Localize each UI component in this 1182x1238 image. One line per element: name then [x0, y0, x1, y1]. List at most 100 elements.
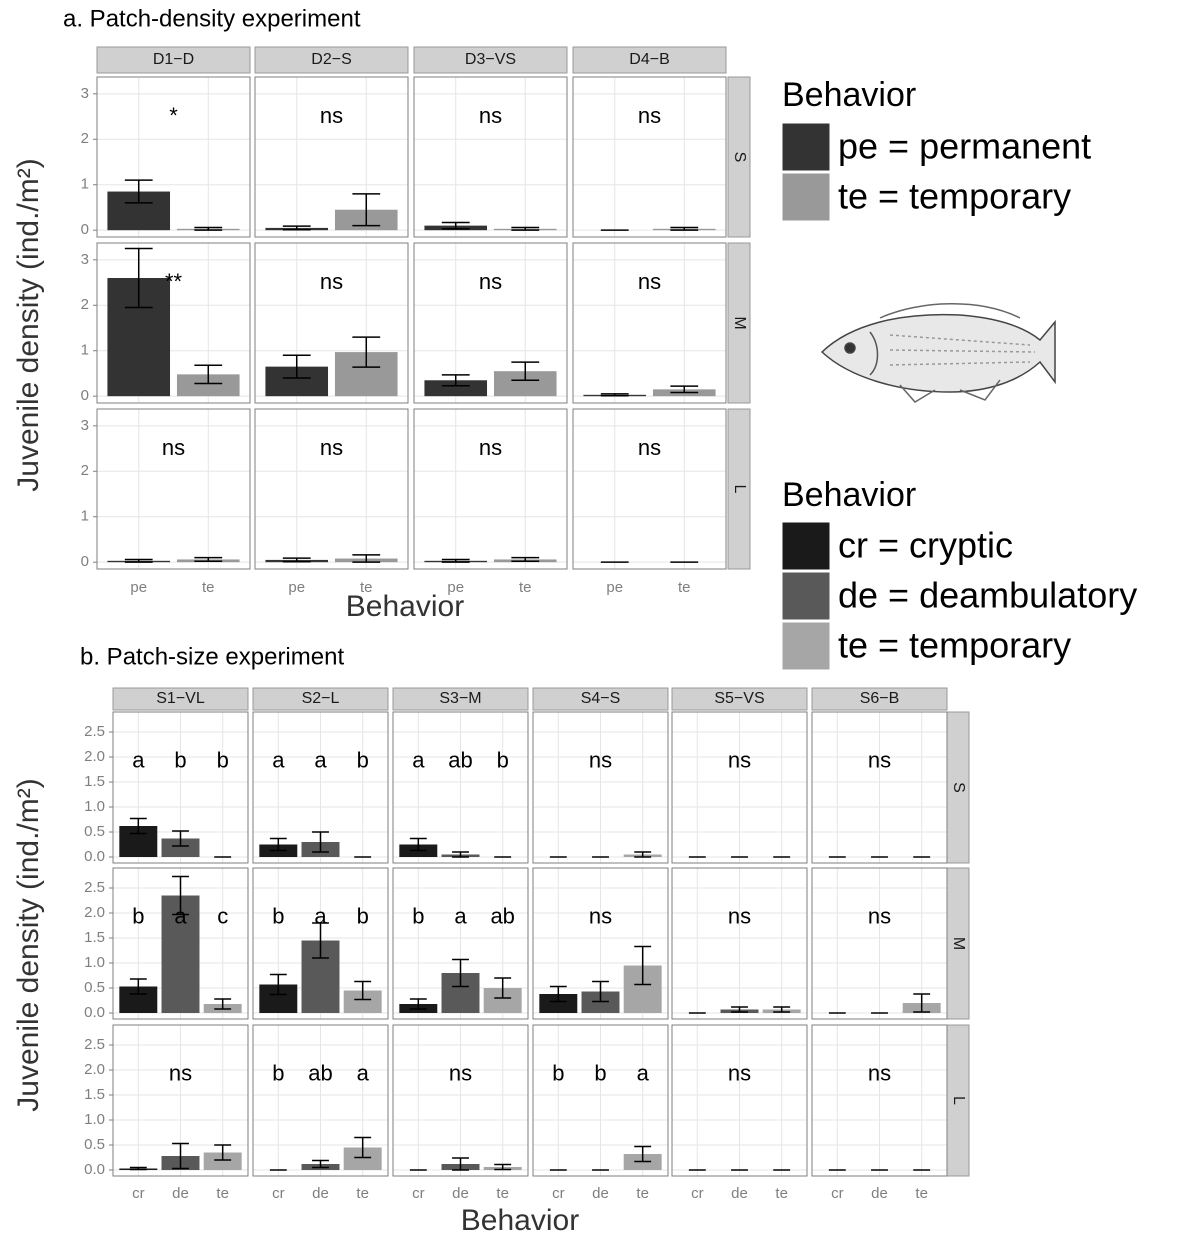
panel [573, 409, 726, 569]
x-tick-label: cr [412, 1185, 425, 1202]
panel [573, 243, 726, 403]
facet-strip [727, 76, 751, 238]
x-tick-label: cr [272, 1185, 285, 1202]
legend-title: Behavior [782, 476, 916, 514]
x-tick-label: pe [130, 579, 147, 596]
significance-label: ns [728, 904, 751, 929]
panel-border [532, 867, 669, 1020]
fish-illustration [820, 303, 1056, 403]
y-tick-label: 1.5 [84, 929, 105, 946]
y-tick-label: 0 [81, 221, 89, 238]
facet-strip-label: D3−VS [465, 51, 516, 68]
significance-label: ab [490, 904, 514, 929]
facet-strip [532, 687, 669, 711]
y-tick-label: 2.5 [84, 723, 105, 740]
y-tick-label: 1.5 [84, 773, 105, 790]
bar [343, 1147, 382, 1170]
panel-border [392, 1024, 529, 1177]
error-bar [511, 361, 540, 382]
x-tick-label: te [356, 1185, 369, 1202]
panel [255, 409, 408, 569]
x-tick-label: de [592, 1185, 609, 1202]
legend-swatch [781, 521, 831, 571]
y-tick-label: 0.0 [84, 1161, 105, 1178]
panel [414, 409, 567, 569]
chart-title: a. Patch-density experiment [63, 5, 361, 32]
y-tick-label: 2.5 [84, 1036, 105, 1053]
x-tick-label: te [519, 579, 532, 596]
x-tick-label: cr [831, 1185, 844, 1202]
panel-border [254, 408, 409, 570]
panel-border [811, 867, 948, 1020]
error-bar [549, 985, 567, 1003]
facet-strip [811, 687, 948, 711]
x-tick-label: cr [552, 1185, 565, 1202]
error-bar [600, 393, 629, 397]
panel-border [532, 1024, 669, 1177]
significance-label: ns [479, 103, 502, 128]
panel [573, 77, 726, 237]
significance-label: b [174, 748, 186, 773]
facet-strip-label: S [731, 152, 748, 163]
significance-label: b [594, 1061, 606, 1086]
error-bar [312, 831, 329, 853]
significance-label: ns [868, 1061, 891, 1086]
error-bar [409, 837, 427, 852]
significance-label: a [412, 748, 425, 773]
significance-label: ns [638, 103, 661, 128]
error-bar [352, 554, 381, 563]
y-tick-label: 0.0 [84, 1004, 105, 1021]
panel-border [811, 711, 948, 864]
bar [424, 380, 488, 397]
significance-label: a [272, 748, 285, 773]
x-tick-label: pe [447, 579, 464, 596]
error-bar [129, 1166, 147, 1171]
x-tick-label: pe [288, 579, 305, 596]
panel-border [254, 76, 409, 238]
y-tick-label: 1 [81, 508, 89, 525]
error-bar [634, 1145, 652, 1163]
significance-label: b [412, 904, 424, 929]
error-bar [441, 374, 470, 387]
significance-label: ns [589, 904, 612, 929]
error-bar [352, 193, 381, 227]
x-tick-label: te [915, 1185, 928, 1202]
facet-strip [572, 46, 727, 74]
error-bar [172, 1142, 189, 1170]
error-bar [172, 830, 189, 847]
error-bar [441, 221, 470, 230]
error-bar [354, 1136, 372, 1159]
significance-label: a [637, 1061, 650, 1086]
legend-swatch [781, 571, 831, 621]
facet-strip-label: L [731, 485, 748, 494]
panel-border [392, 867, 529, 1020]
x-tick-label: de [312, 1185, 329, 1202]
error-bar [214, 1144, 232, 1161]
facet-strip-label: S1−VL [156, 690, 205, 707]
y-tick-label: 0.0 [84, 848, 105, 865]
y-tick-label: 2.0 [84, 904, 105, 921]
legend-title: Behavior [782, 76, 916, 114]
error-bar [172, 875, 189, 916]
legend-label: te = temporary [838, 625, 1071, 666]
panel-border [572, 408, 727, 570]
y-tick-label: 0 [81, 553, 89, 570]
y-tick-label: 0 [81, 387, 89, 404]
significance-label: ns [162, 435, 185, 460]
panel-border [532, 711, 669, 864]
significance-label: b [552, 1061, 564, 1086]
significance-label: ns [728, 1061, 751, 1086]
panel [97, 409, 250, 569]
bar [539, 994, 578, 1013]
legend-label: de = deambulatory [838, 575, 1137, 616]
panel-border [572, 76, 727, 238]
x-tick-label: te [360, 579, 373, 596]
significance-label: b [132, 904, 144, 929]
y-tick-label: 2 [81, 296, 89, 313]
error-bar [511, 556, 540, 563]
panel-border [112, 1024, 249, 1177]
significance-label: ns [320, 269, 343, 294]
panel-border [252, 867, 389, 1020]
y-tick-label: 1.0 [84, 1111, 105, 1128]
panel-border [413, 76, 568, 238]
